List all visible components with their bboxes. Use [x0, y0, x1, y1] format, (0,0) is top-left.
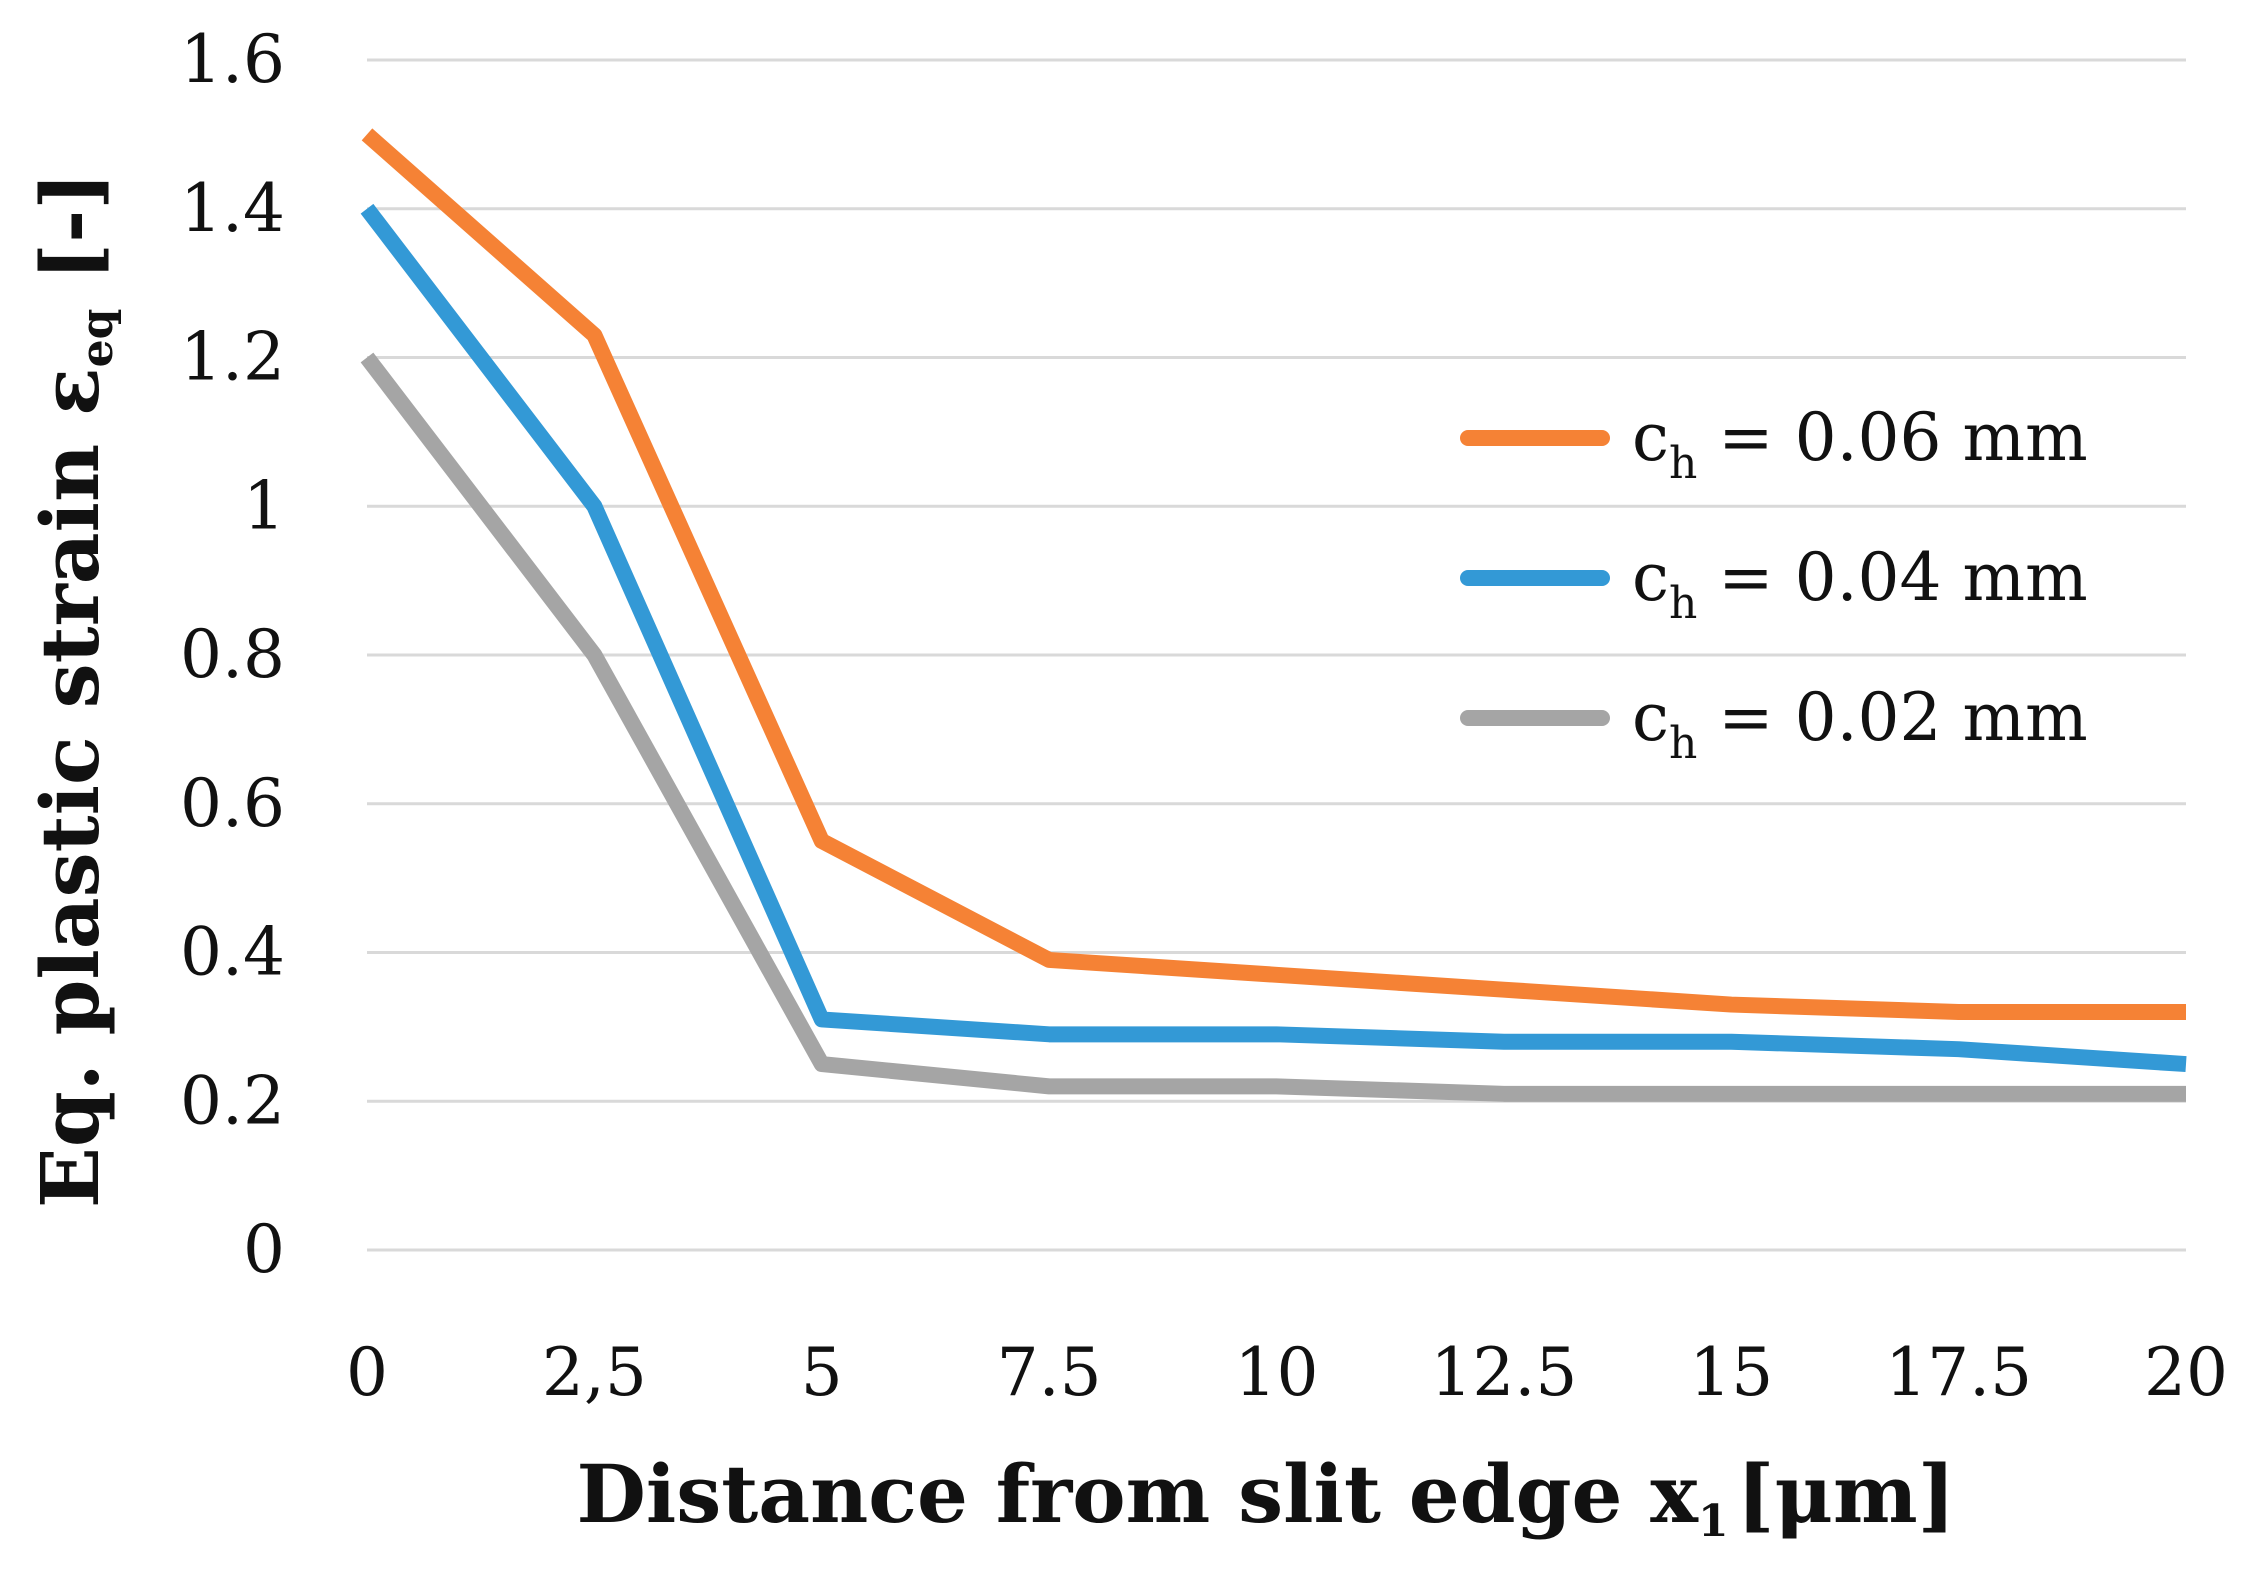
- y-axis-label-subscript: eq: [72, 309, 123, 368]
- x-tick-label: 0: [346, 1334, 388, 1411]
- x-axis-label-main: Distance from slit edge x: [576, 1447, 1699, 1541]
- y-tick-label: 1.2: [180, 319, 285, 396]
- x-axis-label-unit: [μm]: [1737, 1447, 1956, 1541]
- legend-label: ch = 0.06 mm: [1632, 399, 2088, 489]
- y-tick-label: 1.4: [180, 170, 285, 247]
- y-tick-label: 1: [243, 467, 285, 544]
- series-line-1: [360, 203, 2187, 1073]
- y-axis-ticks: 0 0.2 0.4 0.6 0.8 1 1.2 1.4 1.6: [180, 21, 285, 1288]
- y-tick-label: 0.8: [180, 616, 285, 693]
- x-axis-label: Distance from slit edge x1 [μm]: [576, 1447, 1955, 1547]
- legend: ch = 0.06 mm ch = 0.04 mm ch = 0.02 mm: [1460, 399, 2088, 769]
- x-tick-label: 12.5: [1430, 1334, 1577, 1411]
- legend-item: ch = 0.04 mm: [1460, 539, 2088, 629]
- series-lines: [360, 128, 2187, 1102]
- legend-item: ch = 0.06 mm: [1460, 399, 2088, 489]
- y-tick-label: 0.4: [180, 914, 285, 991]
- legend-label: ch = 0.04 mm: [1632, 539, 2088, 629]
- x-axis-label-subscript: 1: [1698, 1496, 1729, 1547]
- legend-label: ch = 0.02 mm: [1632, 679, 2088, 769]
- x-tick-label: 15: [1689, 1334, 1773, 1411]
- y-tick-label: 0: [243, 1211, 285, 1288]
- x-tick-label: 20: [2144, 1334, 2228, 1411]
- x-axis-ticks: 0 2,5 5 7.5 10 12.5 15 17.5 20: [346, 1334, 2228, 1411]
- x-tick-label: 17.5: [1885, 1334, 2032, 1411]
- x-tick-label: 5: [801, 1334, 843, 1411]
- y-axis-label: Eq. plastic strain εeq [-]: [23, 172, 123, 1208]
- y-tick-label: 0.2: [180, 1062, 285, 1139]
- x-tick-label: 7.5: [997, 1334, 1102, 1411]
- gridlines: [367, 58, 2186, 1252]
- x-tick-label: 10: [1235, 1334, 1319, 1411]
- y-axis-label-main: Eq. plastic strain ε: [23, 367, 117, 1208]
- legend-item: ch = 0.02 mm: [1460, 679, 2088, 769]
- y-tick-label: 1.6: [180, 21, 285, 98]
- y-tick-label: 0.6: [180, 765, 285, 842]
- y-axis-label-unit: [-]: [23, 172, 117, 309]
- x-tick-label: 2,5: [542, 1334, 647, 1411]
